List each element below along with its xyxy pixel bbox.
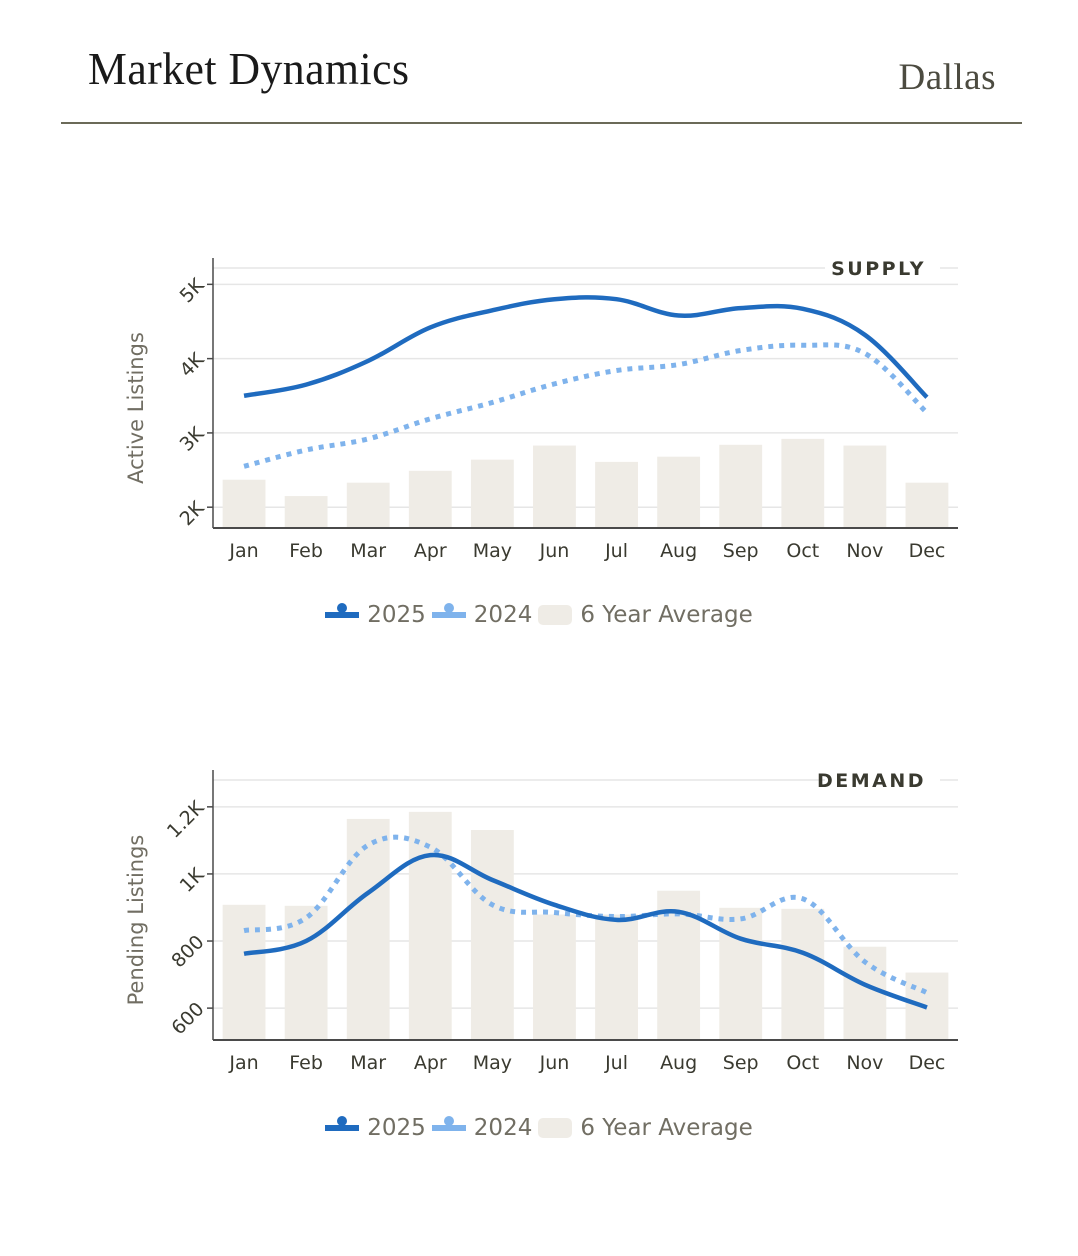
average-bar-jun (533, 914, 576, 1040)
average-bar-nov (843, 445, 887, 528)
legend-line-2024-icon (431, 603, 466, 618)
average-bar-oct (781, 438, 825, 528)
average-bar-aug (657, 456, 701, 528)
x-tick-label: Mar (350, 540, 386, 562)
x-tick-label: Aug (660, 1052, 697, 1074)
x-tick-label: Feb (289, 1052, 323, 1074)
average-bar-may (470, 459, 514, 528)
x-tick-label: Jan (228, 1052, 258, 1074)
y-tick-label: 3K (176, 423, 209, 456)
average-bar-may (470, 829, 514, 1040)
average-bar-jan (222, 904, 266, 1040)
supply-legend: 2025 2024 6 Year Average (0, 602, 1078, 628)
legend-bar-swatch-icon (538, 1118, 573, 1138)
series-line-2025 (243, 295, 929, 399)
average-bar-feb (284, 905, 328, 1040)
page-title: Market Dynamics (88, 43, 410, 94)
x-tick-label: Nov (846, 540, 883, 562)
city-label: Dallas (898, 57, 996, 98)
legend-label: 2024 (473, 602, 533, 628)
x-tick-label: Jul (604, 540, 628, 562)
legend-item-average[interactable]: 6 Year Average (538, 602, 753, 628)
y-tick-label: 1.2K (163, 796, 209, 842)
demand-chart-svg: DEMAND 600 800 1K 1.2K Jan Feb Mar Apr May Jun Jul A… (124, 770, 958, 1074)
y-tick-label: 800 (167, 931, 208, 972)
series-line-2024 (243, 834, 929, 995)
x-tick-label: Apr (414, 540, 447, 562)
y-tick-label: 5K (176, 274, 209, 307)
chart-title-bg (825, 770, 940, 790)
y-tick-label: 1K (176, 864, 209, 897)
x-tick-label: Dec (909, 540, 946, 562)
chart-title-bg (825, 258, 940, 278)
page-header: Market Dynamics Dallas (61, 0, 1022, 124)
average-bar-jul (595, 914, 638, 1040)
legend-item-2024[interactable]: 2024 (431, 602, 533, 628)
legend-item-2024[interactable]: 2024 (431, 1115, 533, 1141)
legend-label: 6 Year Average (580, 602, 753, 628)
legend-bar-swatch-icon (538, 605, 573, 625)
average-bar-apr (408, 811, 452, 1040)
y-tick-label: 600 (167, 998, 208, 1039)
average-bar-sep (719, 907, 763, 1040)
x-tick-label: Sep (723, 1052, 759, 1074)
x-tick-label: May (473, 540, 512, 562)
legend-label: 6 Year Average (580, 1115, 753, 1141)
average-bar-oct (781, 908, 825, 1040)
x-tick-label: May (473, 1052, 512, 1074)
average-bar-jun (533, 445, 576, 528)
x-tick-label: Dec (909, 1052, 946, 1074)
legend-line-2025-icon (325, 1116, 360, 1131)
x-tick-label: Sep (723, 540, 759, 562)
chart-title: SUPPLY (831, 258, 926, 280)
x-tick-label: Mar (350, 1052, 386, 1074)
legend-item-2025[interactable]: 2025 (325, 602, 426, 628)
series-line-2025 (243, 852, 928, 1010)
legend-item-average[interactable]: 6 Year Average (538, 1115, 753, 1141)
x-tick-label: Jun (539, 1052, 570, 1074)
x-tick-label: Apr (414, 1052, 447, 1074)
x-tick-label: Oct (786, 1052, 819, 1074)
demand-legend: 2025 2024 6 Year Average (0, 1115, 1078, 1141)
average-bar-mar (346, 482, 390, 528)
average-bar-jan (222, 479, 266, 528)
average-bar-sep (719, 444, 763, 528)
average-bar-apr (408, 470, 452, 528)
supply-chart: SUPPLY 2K 3K 4K 5K Jan Feb Mar Apr May Jun Jul Aug Se… (0, 240, 1078, 574)
supply-chart-svg: SUPPLY 2K 3K 4K 5K Jan Feb Mar Apr May Jun Jul Aug Se… (124, 258, 958, 562)
legend-line-2025-icon (325, 603, 360, 618)
chart-title: DEMAND (817, 770, 926, 792)
x-tick-label: Feb (289, 540, 323, 562)
y-tick-label: 4K (176, 348, 209, 381)
x-tick-label: Jun (539, 540, 570, 562)
x-tick-label: Jan (228, 540, 258, 562)
average-bar-mar (346, 818, 390, 1040)
legend-label: 2025 (367, 1115, 426, 1141)
average-bar-feb (284, 496, 328, 528)
y-axis-label: Active Listings (124, 332, 148, 484)
legend-line-2024-icon (431, 1116, 466, 1131)
x-tick-label: Oct (786, 540, 819, 562)
average-bar-dec (905, 482, 949, 528)
legend-label: 2024 (473, 1115, 533, 1141)
x-tick-label: Aug (660, 540, 697, 562)
y-axis-label: Pending Listings (124, 835, 148, 1006)
legend-item-2025[interactable]: 2025 (325, 1115, 426, 1141)
legend-label: 2025 (367, 602, 426, 628)
series-line-2024 (243, 342, 929, 469)
demand-chart: DEMAND 600 800 1K 1.2K Jan Feb Mar Apr May Jun Jul A… (0, 752, 1078, 1086)
x-tick-label: Jul (604, 1052, 628, 1074)
y-tick-label: 2K (176, 497, 209, 530)
x-tick-label: Nov (846, 1052, 883, 1074)
average-bar-jul (595, 461, 638, 528)
